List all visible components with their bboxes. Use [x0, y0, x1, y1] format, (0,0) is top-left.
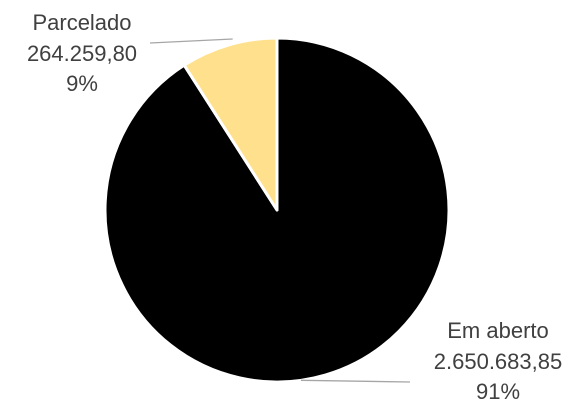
leader-line-em-aberto: [300, 379, 411, 383]
slice-label-parcelado: Parcelado 264.259,80 9%: [27, 10, 137, 96]
pie-slice-em-aberto: [103, 36, 451, 384]
slice-label-percent: 91%: [476, 379, 520, 404]
slice-label-percent: 9%: [66, 71, 98, 96]
slice-label-name: Parcelado: [32, 10, 131, 35]
slice-label-value: 264.259,80: [27, 41, 137, 66]
leader-lines: [149, 38, 411, 383]
pie-slices: [103, 36, 451, 384]
slice-label-em-aberto: Em aberto 2.650.683,85 91%: [434, 318, 562, 404]
leader-line-parcelado: [149, 38, 233, 44]
slice-label-value: 2.650.683,85: [434, 349, 562, 374]
slice-label-name: Em aberto: [447, 318, 549, 343]
pie-slice-parcelado: [182, 36, 279, 212]
